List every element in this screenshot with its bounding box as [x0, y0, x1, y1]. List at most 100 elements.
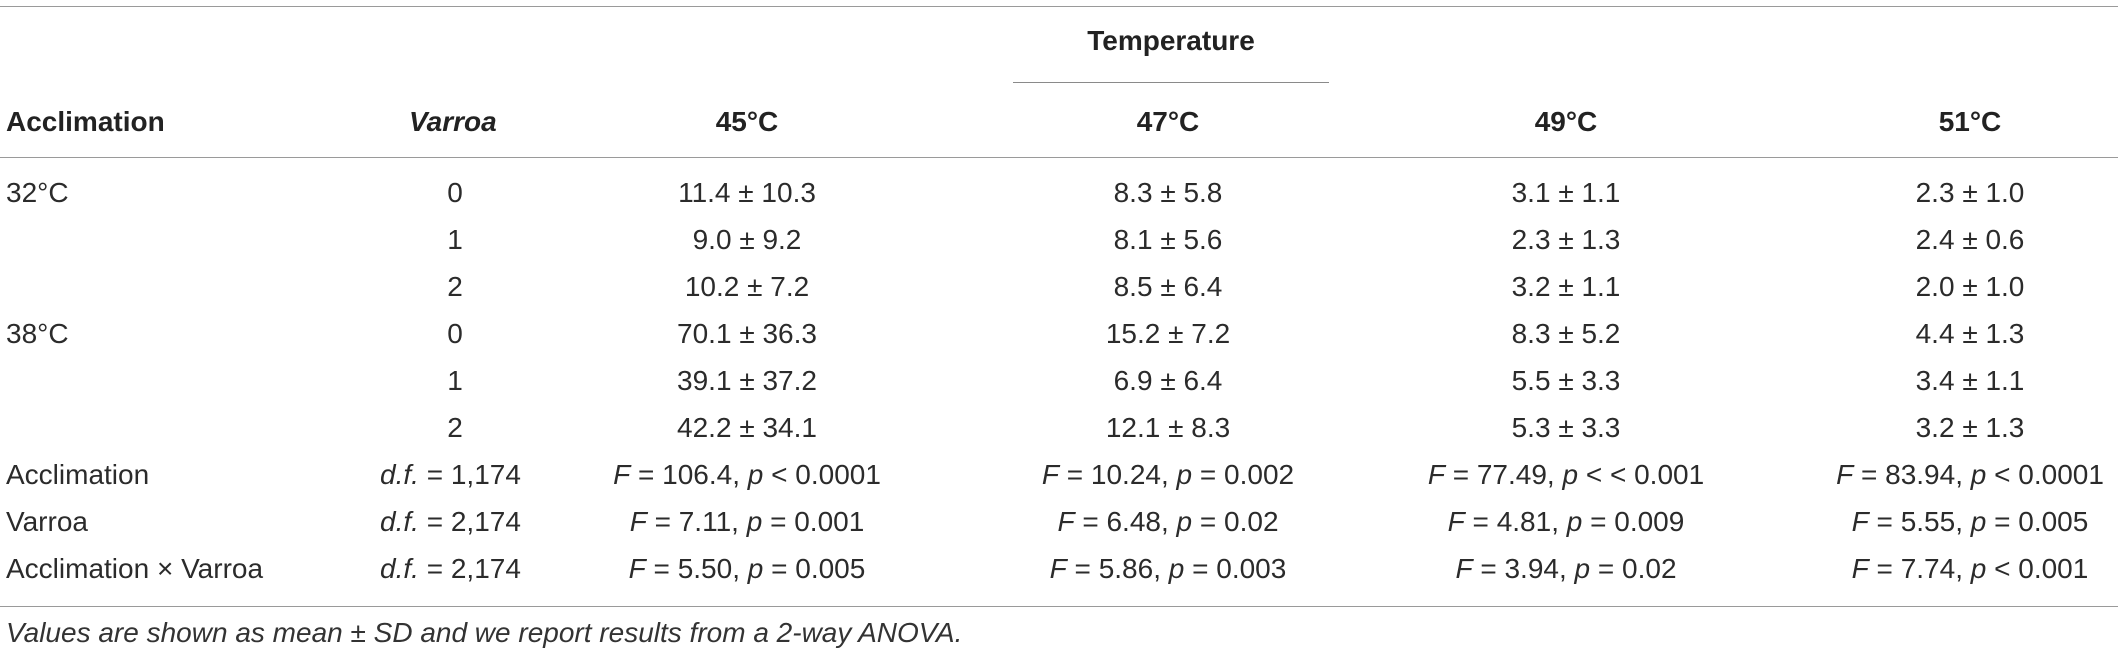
table-cell-mean-sd: 9.0 ± 9.2	[692, 224, 802, 255]
df-label: d.f.	[380, 506, 419, 537]
p-relation: =	[1590, 506, 1607, 537]
f-value: 5.86	[1098, 553, 1154, 584]
p-symbol: p	[746, 506, 763, 537]
df-label: d.f.	[380, 553, 419, 584]
stat-test-cell: F = 5.86, p = 0.003	[1049, 553, 1287, 584]
p-symbol: p	[1168, 553, 1185, 584]
f-value: 77.49	[1476, 459, 1547, 490]
f-symbol: F	[1049, 553, 1067, 584]
row-varroa-level: 2	[447, 412, 463, 443]
p-value: 0.005	[2018, 506, 2089, 537]
f-symbol: F	[1447, 506, 1465, 537]
p-relation: =	[770, 506, 787, 537]
stat-test-cell: F = 7.11, p = 0.001	[629, 506, 865, 537]
row-varroa-level: 2	[447, 271, 463, 302]
table-cell-mean-sd: 3.4 ± 1.1	[1915, 365, 2025, 396]
p-value: 0.02	[1622, 553, 1677, 584]
table-cell-mean-sd: 5.5 ± 3.3	[1511, 365, 1621, 396]
table-cell-mean-sd: 3.1 ± 1.1	[1511, 177, 1621, 208]
table-cell-mean-sd: 10.2 ± 7.2	[684, 271, 810, 302]
varroa-column-header: Varroa	[409, 106, 497, 137]
df-label: d.f.	[380, 459, 419, 490]
table-cell-mean-sd: 4.4 ± 1.3	[1915, 318, 2025, 349]
stat-test-cell: F = 77.49, p < < 0.001	[1427, 459, 1705, 490]
f-symbol: F	[1057, 506, 1075, 537]
stat-row-label: Acclimation × Varroa	[6, 553, 264, 584]
table-cell-mean-sd: 8.1 ± 5.6	[1113, 224, 1223, 255]
table-cell-mean-sd: 3.2 ± 1.3	[1915, 412, 2025, 443]
p-symbol: p	[1970, 459, 1987, 490]
table-cell-mean-sd: 39.1 ± 37.2	[677, 365, 817, 396]
temperature-group-header: Temperature	[1087, 25, 1255, 56]
table-cell-mean-sd: 70.1 ± 36.3	[677, 318, 817, 349]
acclimation-column-header: Acclimation	[6, 106, 165, 137]
f-symbol: F	[629, 506, 647, 537]
f-symbol: F	[1851, 506, 1869, 537]
p-value: 0.003	[1216, 553, 1287, 584]
p-value: 0.005	[795, 553, 866, 584]
stat-test-cell: F = 83.94, p < 0.0001	[1836, 459, 2104, 490]
table-footnote: Values are shown as mean ± SD and we rep…	[6, 617, 963, 648]
f-symbol: F	[613, 459, 631, 490]
stat-row-df: d.f. = 2,174	[380, 553, 521, 584]
p-value: 0.0001	[795, 459, 881, 490]
stat-test-cell: F = 4.81, p = 0.009	[1447, 506, 1685, 537]
f-symbol: F	[628, 553, 646, 584]
p-relation: =	[1199, 506, 1217, 537]
p-relation: < <	[1585, 459, 1627, 490]
table-cell-mean-sd: 8.3 ± 5.2	[1511, 318, 1621, 349]
table-cell-mean-sd: 8.5 ± 6.4	[1113, 271, 1223, 302]
p-value: 0.009	[1614, 506, 1685, 537]
p-relation: =	[1192, 553, 1209, 584]
temp-47-header: 47°C	[1136, 106, 1200, 137]
p-relation: =	[1199, 459, 1217, 490]
stat-test-cell: F = 5.50, p = 0.005	[628, 553, 866, 584]
table-cell-mean-sd: 2.4 ± 0.6	[1915, 224, 2025, 255]
f-value: 10.24	[1090, 459, 1161, 490]
table-cell-mean-sd: 2.3 ± 1.0	[1915, 177, 2025, 208]
stat-test-cell: F = 10.24, p = 0.002	[1041, 459, 1295, 490]
table-bottom-rule	[0, 606, 2118, 607]
p-value: 0.001	[794, 506, 865, 537]
p-symbol: p	[1562, 459, 1579, 490]
table-cell-mean-sd: 11.4 ± 10.3	[678, 177, 816, 208]
p-value: 0.002	[1224, 459, 1295, 490]
table-cell-mean-sd: 12.1 ± 8.3	[1105, 412, 1231, 443]
p-relation: <	[771, 459, 788, 490]
p-relation: <	[1994, 459, 2011, 490]
stat-test-cell: F = 106.4, p < 0.0001	[613, 459, 881, 490]
stat-row-df: d.f. = 2,174	[380, 506, 521, 537]
f-value: 5.55	[1900, 506, 1956, 537]
temperature-span-rule	[1013, 82, 1329, 83]
df-value: 2,174	[450, 553, 521, 584]
table-cell-mean-sd: 2.3 ± 1.3	[1511, 224, 1621, 255]
f-value: 3.94	[1504, 553, 1559, 584]
f-value: 6.48	[1106, 506, 1161, 537]
f-value: 4.81	[1496, 506, 1552, 537]
table-top-rule	[0, 6, 2118, 7]
table-cell-mean-sd: 6.9 ± 6.4	[1113, 365, 1223, 396]
p-relation: =	[771, 553, 788, 584]
f-value: 5.50	[677, 553, 733, 584]
p-symbol: p	[1970, 506, 1987, 537]
f-symbol: F	[1836, 459, 1854, 490]
p-relation: <	[1994, 553, 2011, 584]
row-varroa-level: 0	[447, 177, 463, 208]
f-symbol: F	[1851, 553, 1869, 584]
temp-49-header: 49°C	[1534, 106, 1598, 137]
p-symbol: p	[1176, 459, 1193, 490]
p-symbol: p	[747, 553, 764, 584]
p-symbol: p	[1176, 506, 1193, 537]
stat-test-cell: F = 6.48, p = 0.02	[1057, 506, 1279, 537]
table-cell-mean-sd: 42.2 ± 34.1	[677, 412, 817, 443]
p-symbol: p	[747, 459, 764, 490]
p-relation: =	[1994, 506, 2011, 537]
row-varroa-level: 1	[447, 224, 463, 255]
stat-row-df: d.f. = 1,174	[380, 459, 521, 490]
stat-test-cell: F = 7.74, p < 0.001	[1851, 553, 2089, 584]
p-symbol: p	[1574, 553, 1591, 584]
stat-row-label: Acclimation	[6, 459, 150, 490]
p-value: 0.001	[2018, 553, 2089, 584]
f-symbol: F	[1427, 459, 1445, 490]
